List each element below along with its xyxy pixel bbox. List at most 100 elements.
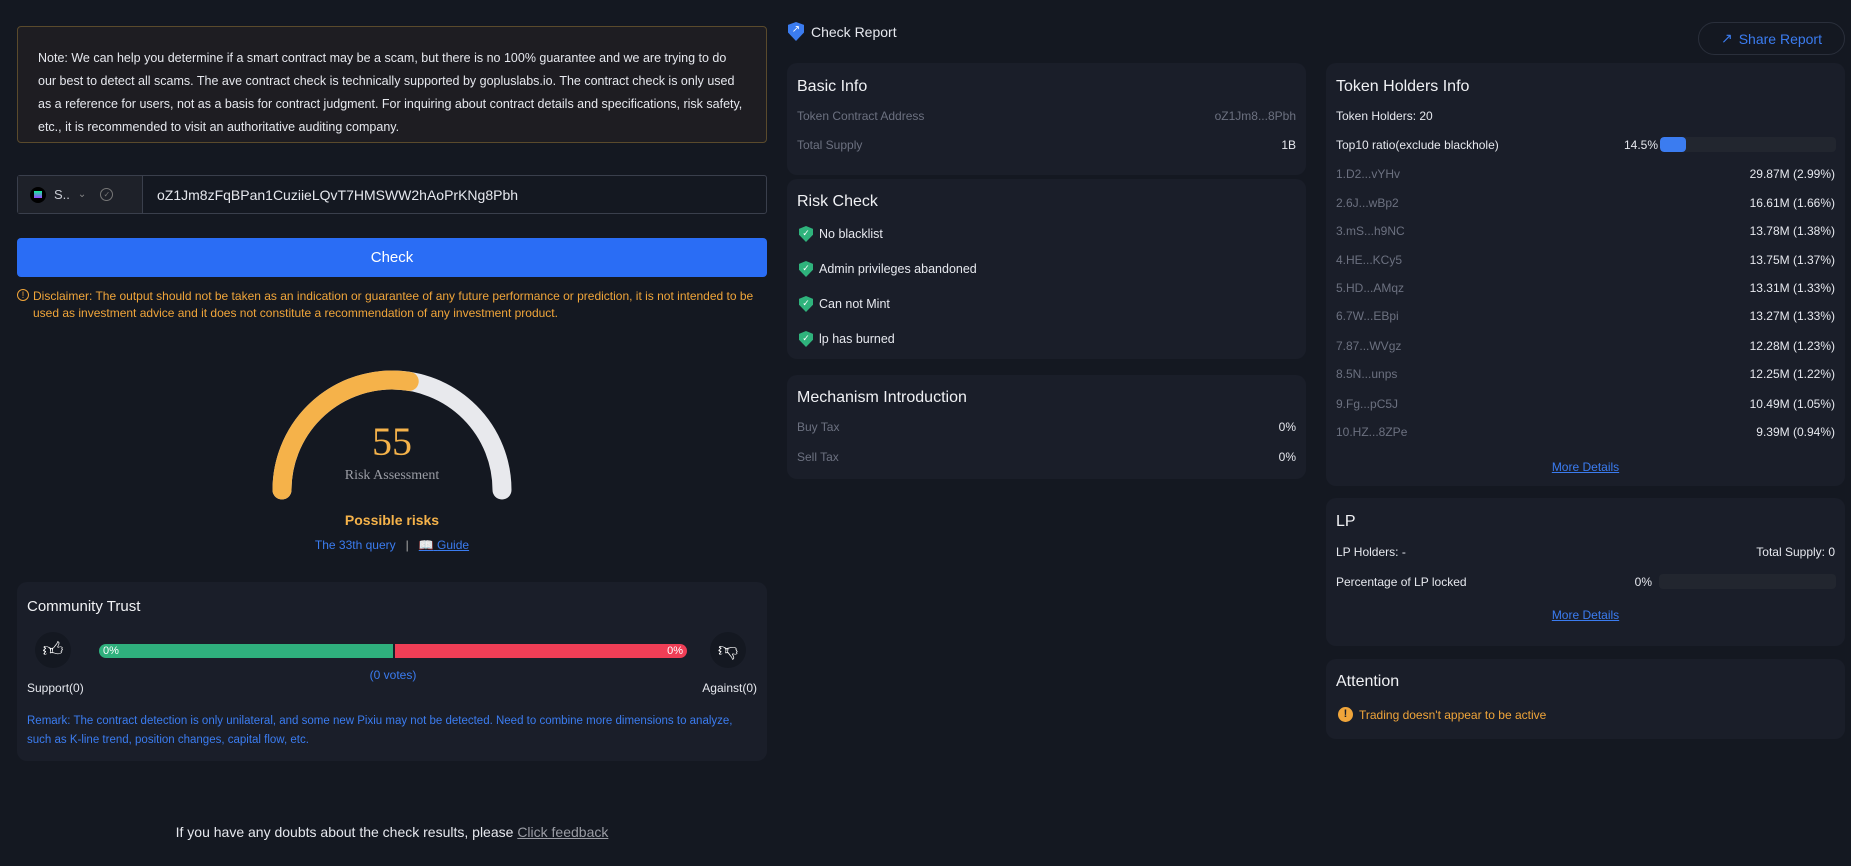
holder-amount: 12.25M (1.22%) [1749, 367, 1835, 381]
basic-info-title: Basic Info [797, 78, 868, 95]
holder-address: 4.HE...KCy5 [1336, 253, 1403, 267]
contract-address-input[interactable]: oZ1Jm8zFqBPan1CuziieLQvT7HMSWW2hAoPrKNg8… [157, 186, 519, 203]
holder-count: Token Holders: 20 [1336, 109, 1433, 123]
token-holders-title: Token Holders Info [1336, 78, 1470, 95]
holder-address: 10.HZ...8ZPe [1336, 425, 1408, 439]
top10-value: 14.5% [1624, 138, 1659, 152]
risk-status: Possible risks [344, 512, 440, 528]
feedback-line: If you have any doubts about the check r… [0, 824, 784, 840]
shield-check-icon: ✓ [799, 296, 813, 312]
holder-amount: 16.61M (1.66%) [1749, 196, 1835, 210]
token-holders-card: Token Holders Info Token Holders: 20 Top… [1326, 63, 1845, 486]
community-trust-card: Community Trust 👍︎ 👎︎ 0% 0% (0 votes) Su… [17, 582, 767, 761]
lp-title: LP [1336, 513, 1356, 530]
lp-locked-value: 0% [1634, 575, 1652, 589]
holder-address: 8.5N...unps [1336, 367, 1398, 381]
vote-count: (0 votes) [369, 668, 417, 682]
holder-row: 10.HZ...8ZPe 9.39M (0.94%) [1336, 425, 1835, 439]
report-header: ↗ Check Report [788, 22, 897, 41]
shield-check-icon: ✓ [799, 261, 813, 277]
community-title: Community Trust [27, 598, 141, 615]
holder-address: 5.HD...AMqz [1336, 281, 1405, 295]
thumbs-down-icon[interactable]: 👎︎ [710, 632, 746, 668]
holder-amount: 13.78M (1.38%) [1749, 224, 1835, 238]
holder-row: 5.HD...AMqz 13.31M (1.33%) [1336, 281, 1835, 295]
gauge-fill [272, 370, 419, 500]
basic-info-card: Basic Info Token Contract Address oZ1Jm8.… [787, 63, 1306, 175]
holder-row: 8.5N...unps 12.25M (1.22%) [1336, 367, 1835, 381]
holder-row: 6.7W...EBpi 13.27M (1.33%) [1336, 309, 1835, 323]
holder-row: 2.6J...wBp2 16.61M (1.66%) [1336, 196, 1835, 210]
share-report-button[interactable]: ↗ Share Report [1698, 22, 1845, 55]
against-bar: 0% [393, 644, 687, 658]
query-count: The 33th query [314, 538, 396, 552]
mechanism-title: Mechanism Introduction [797, 389, 967, 406]
lp-more-details[interactable]: More Details [1551, 608, 1620, 622]
attention-title: Attention [1336, 673, 1400, 690]
guide-link[interactable]: 📖 Guide [418, 538, 470, 552]
risk-item: ✓ Can not Mint [799, 296, 890, 312]
thumbs-up-icon[interactable]: 👍︎ [35, 632, 71, 668]
risk-check-card: Risk Check ✓ No blacklist ✓ Admin privileg… [787, 179, 1306, 359]
top10-label: Top10 ratio(exclude blackhole) [1336, 138, 1499, 152]
mechanism-row: Buy Tax 0% [797, 420, 1296, 434]
chain-selector[interactable]: S.. ⌄ ✓ [18, 176, 143, 213]
disclaimer-text: Disclaimer: The output should not be tak… [33, 289, 754, 320]
risk-item: ✓ No blacklist [799, 226, 883, 242]
lp-total-supply: Total Supply: 0 [1756, 545, 1835, 559]
feedback-link[interactable]: Click feedback [517, 824, 609, 840]
holder-address: 6.7W...EBpi [1336, 309, 1399, 323]
holder-row: 7.87...WVgz 12.28M (1.23%) [1336, 339, 1835, 353]
mechanism-row: Sell Tax 0% [797, 450, 1296, 464]
holder-address: 9.Fg...pC5J [1336, 397, 1399, 411]
attention-text: Trading doesn't appear to be active [1359, 707, 1547, 722]
report-title: Check Report [811, 23, 897, 40]
lp-card: LP LP Holders: - Total Supply: 0 Percent… [1326, 498, 1845, 646]
chain-label: S.. [54, 187, 70, 202]
remark: Remark: The contract detection is only u… [27, 715, 733, 746]
risk-item: ✓ Admin privileges abandoned [799, 261, 977, 277]
disclaimer: ! Disclaimer: The output should not be ta… [17, 288, 767, 322]
mechanism-card: Mechanism Introduction Buy Tax 0% Sell Ta… [787, 375, 1306, 479]
book-icon: 📖 [418, 538, 434, 552]
share-icon: ↗ [1720, 30, 1733, 46]
support-label: Support(0) [27, 681, 84, 695]
basic-row: Total Supply 1B [797, 138, 1296, 152]
attention-card: Attention ! Trading doesn't appear to be… [1326, 659, 1845, 739]
share-label: Share Report [1738, 30, 1822, 47]
holder-address: 7.87...WVgz [1336, 339, 1402, 353]
holder-row: 4.HE...KCy5 13.75M (1.37%) [1336, 253, 1835, 267]
holder-amount: 12.28M (1.23%) [1749, 339, 1835, 353]
holder-row: 9.Fg...pC5J 10.49M (1.05%) [1336, 397, 1835, 411]
query-line: The 33th query | 📖 Guide [242, 538, 542, 552]
risk-item: ✓ lp has burned [799, 331, 895, 347]
lp-locked-label: Percentage of LP locked [1336, 575, 1467, 589]
attention-item: ! Trading doesn't appear to be active [1338, 707, 1546, 722]
top10-bar [1660, 137, 1836, 152]
risk-label: Risk Assessment [344, 468, 440, 483]
shield-check-icon: ✓ [799, 331, 813, 347]
holder-amount: 10.49M (1.05%) [1749, 397, 1835, 411]
risk-gauge [272, 370, 512, 500]
support-bar: 0% [99, 644, 393, 658]
holder-amount: 13.75M (1.37%) [1749, 253, 1835, 267]
info-icon: ! [17, 289, 29, 301]
holders-more-details[interactable]: More Details [1551, 460, 1620, 474]
shield-chart-icon: ↗ [788, 22, 804, 41]
holder-row: 1.D2...vYHv 29.87M (2.99%) [1336, 167, 1835, 181]
lp-holders: LP Holders: - [1336, 545, 1406, 559]
contract-search: S.. ⌄ ✓ oZ1Jm8zFqBPan1CuziieLQvT7HMSWW2h… [17, 175, 767, 214]
solana-icon [30, 186, 46, 203]
scam-note: Note: We can help you determine if a sma… [17, 26, 767, 143]
lp-locked-bar [1659, 574, 1836, 589]
holder-amount: 9.39M (0.94%) [1756, 425, 1835, 439]
holder-amount: 13.31M (1.33%) [1749, 281, 1835, 295]
check-button[interactable]: Check [17, 238, 767, 277]
basic-row: Token Contract Address oZ1Jm8...8Pbh [797, 109, 1296, 123]
verified-icon: ✓ [100, 188, 114, 201]
holder-amount: 29.87M (2.99%) [1749, 167, 1835, 181]
shield-check-icon: ✓ [799, 226, 813, 242]
holder-row: 3.mS...h9NC 13.78M (1.38%) [1336, 224, 1835, 238]
separator: | [405, 538, 409, 552]
holder-address: 2.6J...wBp2 [1336, 196, 1399, 210]
